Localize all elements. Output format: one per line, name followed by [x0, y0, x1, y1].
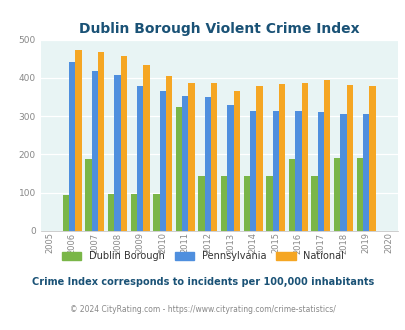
Bar	[153, 194, 159, 231]
Text: Crime Index corresponds to incidents per 100,000 inhabitants: Crime Index corresponds to incidents per…	[32, 278, 373, 287]
Bar	[301, 83, 307, 231]
Bar	[266, 176, 272, 231]
Bar	[288, 159, 294, 231]
Bar	[120, 56, 127, 231]
Bar	[136, 86, 143, 231]
Bar	[340, 114, 346, 231]
Bar	[346, 85, 352, 231]
Bar	[227, 105, 233, 231]
Bar	[182, 96, 188, 231]
Bar	[333, 157, 340, 231]
Bar	[63, 195, 69, 231]
Bar	[92, 71, 98, 231]
Bar	[75, 50, 81, 231]
Bar	[256, 86, 262, 231]
Title: Dublin Borough Violent Crime Index: Dublin Borough Violent Crime Index	[79, 22, 359, 36]
Bar	[108, 194, 114, 231]
Legend: Dublin Borough, Pennsylvania, National: Dublin Borough, Pennsylvania, National	[58, 248, 347, 265]
Bar	[98, 52, 104, 231]
Bar	[188, 83, 194, 231]
Bar	[198, 176, 204, 231]
Bar	[175, 107, 182, 231]
Bar	[323, 80, 330, 231]
Bar	[114, 75, 120, 231]
Bar	[317, 112, 323, 231]
Bar	[204, 97, 211, 231]
Bar	[143, 65, 149, 231]
Bar	[356, 157, 362, 231]
Bar	[369, 86, 375, 231]
Bar	[249, 111, 256, 231]
Bar	[362, 114, 369, 231]
Bar	[294, 111, 301, 231]
Bar	[220, 176, 227, 231]
Text: © 2024 CityRating.com - https://www.cityrating.com/crime-statistics/: © 2024 CityRating.com - https://www.city…	[70, 305, 335, 314]
Bar	[311, 176, 317, 231]
Bar	[278, 84, 285, 231]
Bar	[130, 194, 136, 231]
Bar	[233, 91, 239, 231]
Bar	[211, 83, 217, 231]
Bar	[85, 159, 92, 231]
Bar	[272, 111, 278, 231]
Bar	[243, 176, 249, 231]
Bar	[159, 91, 166, 231]
Bar	[69, 62, 75, 231]
Bar	[166, 76, 172, 231]
